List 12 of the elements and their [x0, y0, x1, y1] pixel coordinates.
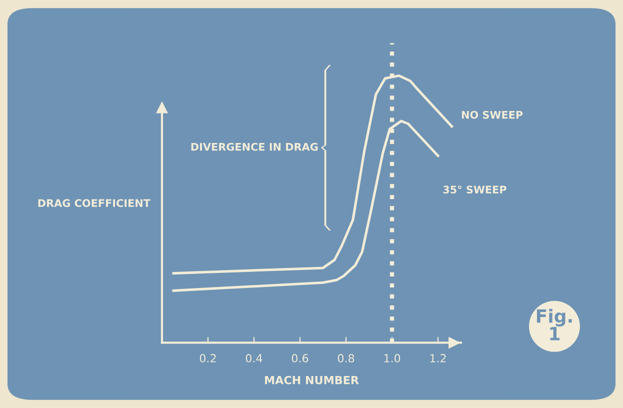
x-tick-label: 0.8: [338, 354, 354, 362]
annotation: DIVERGENCE IN DRAG: [191, 142, 318, 151]
x-tick-label: 0.4: [246, 354, 262, 362]
series-label: NO SWEEP: [462, 110, 523, 119]
text: 35° SWEEP: [443, 186, 506, 194]
x-tick-label: 0.6: [292, 354, 308, 362]
x-tick-label: 1.2: [430, 354, 446, 362]
y-axis-title: DRAG COEFFICIENT: [38, 199, 150, 208]
x-tick-label: 1.0: [384, 354, 400, 362]
x-axis-title: MACH NUMBER: [265, 376, 359, 384]
caption: Fig. 1: [536, 308, 572, 340]
x-tick-label: 0.2: [200, 354, 216, 362]
